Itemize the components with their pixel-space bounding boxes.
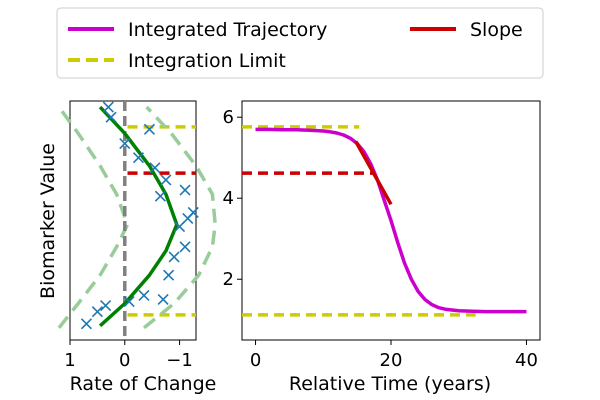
data-point (91, 306, 103, 318)
confidence-band-lower (57, 106, 130, 329)
time-x-tick-label: 0 (250, 350, 261, 371)
data-point (100, 300, 112, 312)
data-point (163, 269, 175, 281)
data-point (179, 184, 191, 196)
rate-panel: 1 0 −1 Rate of Change Biomarker Value (37, 100, 217, 395)
time-x-tick-label: 40 (515, 350, 538, 371)
time-y-tick-label: 4 (223, 188, 234, 209)
data-point (138, 289, 150, 302)
data-point (182, 212, 194, 225)
data-point (157, 293, 169, 306)
data-point (160, 174, 172, 186)
data-point (102, 101, 114, 113)
legend: Integrated Trajectory Slope Integration … (56, 7, 544, 79)
legend-frame (56, 7, 544, 79)
rate-x-ticks: 1 0 −1 (64, 340, 193, 371)
legend-label-integration-limit: Integration Limit (128, 50, 286, 72)
data-point (168, 251, 180, 263)
legend-label-integrated-trajectory: Integrated Trajectory (128, 19, 327, 41)
data-point (80, 318, 93, 330)
time-x-axis-label: Relative Time (years) (289, 373, 491, 395)
data-point (119, 137, 131, 150)
confidence-band-upper (142, 105, 217, 330)
data-point (149, 162, 161, 174)
data-point (143, 123, 156, 135)
legend-label-slope: Slope (470, 19, 523, 41)
integrated-trajectory-line (255, 127, 527, 314)
rate-x-tick-label: 0 (119, 350, 130, 371)
time-axis-ticks: 0 20 40 2 4 6 (223, 107, 538, 371)
data-point (179, 241, 191, 253)
data-point (123, 295, 135, 308)
slope-line (354, 140, 393, 206)
mean-rate-curve (98, 105, 179, 328)
time-panel: 0 20 40 2 4 6 Relative Time (years) (223, 100, 541, 395)
data-point (132, 152, 145, 164)
data-point (105, 111, 117, 123)
time-x-tick-label: 20 (380, 350, 403, 371)
rate-x-axis-label: Rate of Change (70, 373, 217, 395)
time-plot-area (242, 125, 527, 317)
data-point (154, 190, 166, 202)
rate-plot-area (57, 101, 217, 340)
rate-x-tick-label: −1 (166, 350, 193, 371)
time-y-tick-label: 6 (223, 107, 234, 128)
rate-x-tick-label: 1 (64, 350, 75, 371)
time-y-tick-label: 2 (223, 269, 234, 290)
rate-y-axis-label: Biomarker Value (37, 143, 59, 299)
rate-panel-frame (69, 100, 197, 341)
